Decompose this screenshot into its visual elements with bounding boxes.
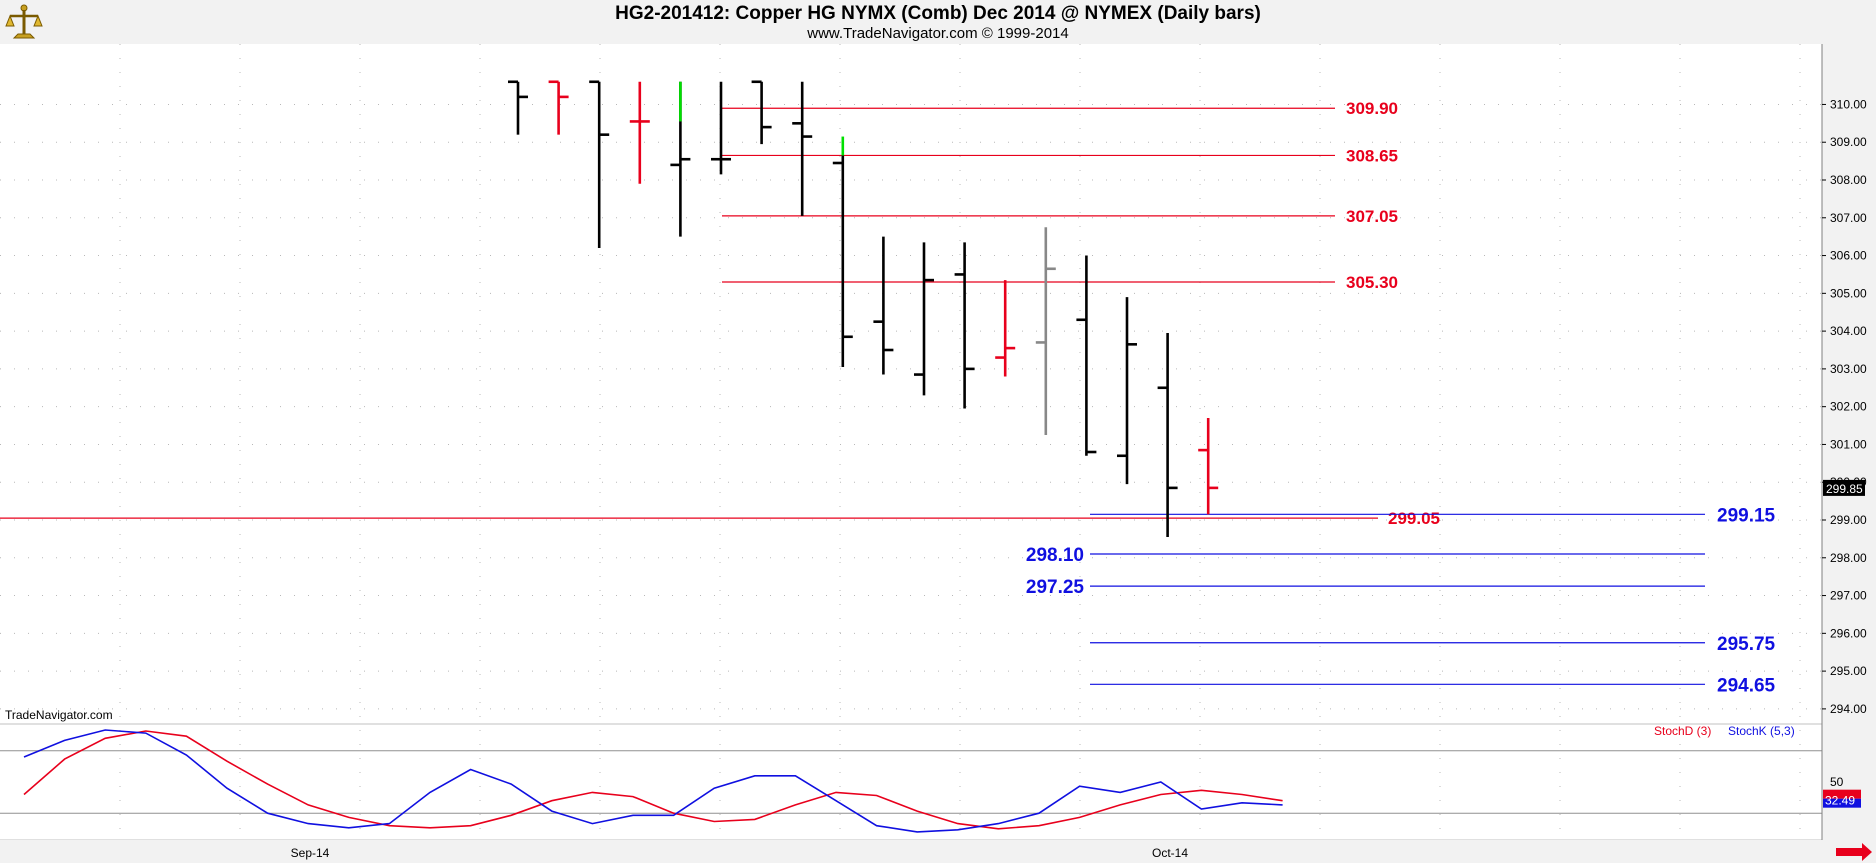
- x-tick-label: Sep-14: [291, 846, 330, 860]
- last-price-label: 299.85: [1826, 482, 1863, 496]
- support-label: 295.75: [1717, 634, 1776, 655]
- y-tick-label: 299.00: [1830, 513, 1867, 527]
- resistance-label: 299.05: [1388, 509, 1440, 528]
- y-tick-label: 305.00: [1830, 286, 1867, 300]
- ohlc-bar: [1035, 227, 1056, 435]
- ohlc-bar: [792, 81, 813, 216]
- y-tick-label: 303.00: [1830, 362, 1867, 376]
- ohlc-bar: [548, 80, 569, 135]
- stoch-tick-label: 50: [1830, 775, 1844, 789]
- ohlc-bar: [508, 80, 528, 135]
- ohlc-bar: [1117, 297, 1137, 485]
- y-tick-label: 308.00: [1830, 173, 1867, 187]
- support-label: 294.65: [1717, 675, 1776, 696]
- chart-header: HG2-201412: Copper HG NYMX (Comb) Dec 20…: [0, 0, 1876, 44]
- price-grid: [0, 44, 1822, 840]
- y-tick-label: 304.00: [1830, 324, 1867, 338]
- ohlc-bar: [954, 242, 975, 409]
- ohlc-bar: [995, 280, 1016, 377]
- x-tick-label: Oct-14: [1152, 846, 1188, 860]
- y-tick-label: 297.00: [1830, 589, 1867, 603]
- y-tick-label: 302.00: [1830, 400, 1867, 414]
- ohlc-bar: [629, 81, 650, 184]
- chart-subtitle: www.TradeNavigator.com © 1999-2014: [807, 25, 1069, 42]
- ohlc-bar: [589, 80, 610, 248]
- scales-logo-icon: [5, 4, 43, 39]
- stoch-last-label: 32.49: [1825, 794, 1855, 808]
- legend-entry: StochD (3): [1654, 724, 1711, 738]
- ohlc-bar: [914, 242, 934, 396]
- resistance-label: 305.30: [1346, 273, 1398, 292]
- price-levels: 309.90 308.65 307.05 305.30 299.05 299.15 298.…: [0, 99, 1776, 696]
- stoch-series-line: [23, 729, 1283, 833]
- y-tick-label: 296.00: [1830, 626, 1867, 640]
- legend-entry: StochK (5,3): [1728, 724, 1795, 738]
- stoch-d-badge: [1823, 789, 1861, 799]
- price-bars: [508, 80, 1219, 537]
- scroll-right-icon[interactable]: [1836, 843, 1872, 861]
- y-tick-label: 307.00: [1830, 211, 1867, 225]
- ohlc-bar: [1157, 333, 1178, 537]
- y-tick-label: 309.00: [1830, 135, 1867, 149]
- resistance-label: 308.65: [1346, 146, 1398, 165]
- y-tick-label: 298.00: [1830, 551, 1867, 565]
- ohlc-bar: [832, 155, 853, 367]
- x-axis-background: [0, 840, 1876, 863]
- ohlc-bar: [873, 236, 894, 375]
- support-label: 297.25: [1026, 577, 1085, 598]
- y-tick-label: 294.00: [1830, 702, 1867, 716]
- support-label: 299.15: [1717, 505, 1776, 526]
- y-axis-background: [1822, 44, 1876, 840]
- y-tick-label: 306.00: [1830, 249, 1867, 263]
- chart-title: HG2-201412: Copper HG NYMX (Comb) Dec 20…: [615, 3, 1261, 24]
- y-tick-label: 301.00: [1830, 437, 1867, 451]
- ohlc-bar: [1198, 418, 1219, 515]
- stoch-k-badge: [1823, 798, 1861, 808]
- ohlc-bar: [711, 81, 731, 175]
- watermark: TradeNavigator.com: [5, 708, 113, 722]
- last-price-badge: [1823, 479, 1865, 496]
- resistance-label: 307.05: [1346, 207, 1398, 226]
- y-tick-label: 310.00: [1830, 97, 1867, 111]
- ohlc-bar: [751, 80, 772, 145]
- axes: 310.00 309.00 308.00 307.00 306.00 305.00 304.…: [0, 44, 1876, 863]
- y-tick-label: 295.00: [1830, 664, 1867, 678]
- ohlc-bar: [1076, 255, 1097, 456]
- resistance-label: 309.90: [1346, 99, 1398, 118]
- support-label: 298.10: [1026, 545, 1084, 566]
- stoch-series-line: [23, 730, 1283, 830]
